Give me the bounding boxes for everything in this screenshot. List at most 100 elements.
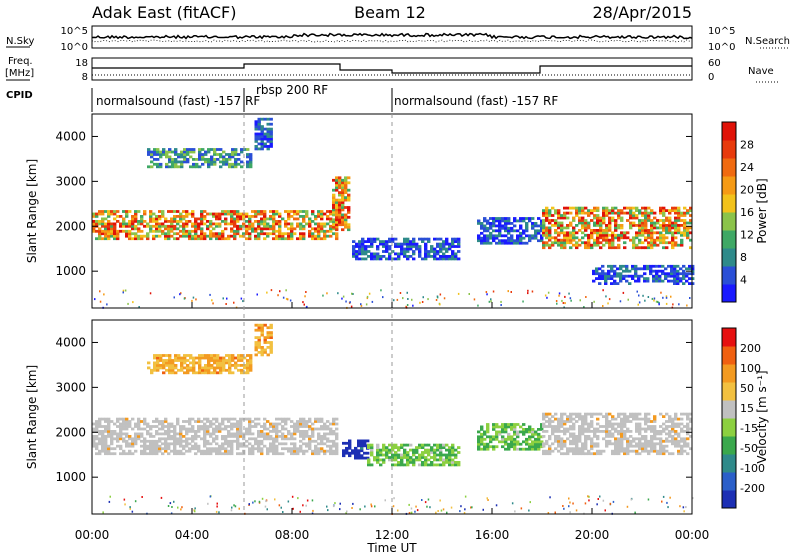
heatmap-cell bbox=[164, 417, 168, 421]
heatmap-cell bbox=[587, 241, 591, 245]
heatmap-cell bbox=[537, 224, 541, 228]
heatmap-cell bbox=[595, 272, 599, 276]
heatmap-cell bbox=[219, 361, 223, 365]
heatmap-cell bbox=[605, 439, 609, 443]
heatmap-cell bbox=[228, 162, 232, 166]
heatmap-cell bbox=[382, 242, 386, 246]
heatmap-cell bbox=[194, 217, 198, 221]
heatmap-cell bbox=[569, 447, 573, 451]
heatmap-cell bbox=[534, 445, 538, 449]
heatmap-cell bbox=[683, 444, 687, 448]
heatmap-cell bbox=[227, 442, 231, 446]
heatmap-cell bbox=[257, 125, 261, 128]
heatmap-cell bbox=[421, 443, 425, 447]
freq-label-2: [MHz] bbox=[5, 68, 34, 79]
heatmap-cell bbox=[436, 250, 440, 253]
heatmap-cell bbox=[256, 293, 258, 296]
heatmap-cell bbox=[686, 417, 690, 421]
heatmap-cell bbox=[150, 155, 154, 159]
heatmap-cell bbox=[424, 252, 428, 256]
heatmap-cell bbox=[665, 296, 668, 299]
heatmap-cell bbox=[480, 435, 484, 439]
heatmap-cell bbox=[504, 440, 508, 444]
colorbar-swatch bbox=[722, 436, 736, 455]
heatmap-cell bbox=[400, 250, 404, 253]
heatmap-cell bbox=[366, 439, 370, 443]
heatmap-cell bbox=[638, 231, 642, 235]
heatmap-cell bbox=[240, 354, 244, 357]
heatmap-cell bbox=[218, 212, 222, 216]
heatmap-cell bbox=[584, 435, 588, 438]
heatmap-cell bbox=[137, 437, 141, 441]
heatmap-cell bbox=[525, 222, 529, 225]
heatmap-cell bbox=[578, 211, 582, 215]
heatmap-cell bbox=[647, 243, 651, 247]
heatmap-cell bbox=[572, 233, 576, 237]
heatmap-cell bbox=[647, 427, 651, 431]
heatmap-cell bbox=[367, 446, 371, 449]
heatmap-cell bbox=[206, 420, 210, 423]
heatmap-cell bbox=[326, 420, 330, 423]
heatmap-cell bbox=[691, 277, 695, 280]
heatmap-cell bbox=[236, 430, 240, 433]
heatmap-cell bbox=[104, 420, 108, 423]
heatmap-cell bbox=[650, 233, 654, 237]
heatmap-cell bbox=[644, 427, 648, 431]
heatmap-cell bbox=[168, 158, 172, 161]
heatmap-cell bbox=[661, 272, 665, 276]
heatmap-cell bbox=[191, 224, 195, 228]
heatmap-cell bbox=[275, 222, 279, 226]
heatmap-cell bbox=[122, 210, 126, 213]
heatmap-cell bbox=[129, 506, 131, 509]
heatmap-cell bbox=[212, 417, 216, 421]
heatmap-cell bbox=[230, 217, 234, 221]
heatmap-cell bbox=[486, 222, 490, 225]
heatmap-cell bbox=[113, 229, 117, 233]
heatmap-cell bbox=[563, 206, 567, 210]
heatmap-cell bbox=[107, 224, 111, 228]
heatmap-cell bbox=[617, 226, 621, 230]
heatmap-cell bbox=[218, 449, 222, 453]
heatmap-cell bbox=[619, 272, 623, 276]
heatmap-cell bbox=[507, 222, 511, 225]
heatmap-cell bbox=[281, 437, 285, 441]
heatmap-cell bbox=[513, 447, 517, 451]
heatmap-cell bbox=[376, 456, 380, 459]
heatmap-cell bbox=[281, 217, 285, 221]
heatmap-cell bbox=[486, 447, 490, 451]
heatmap-cell bbox=[269, 333, 273, 337]
heatmap-cell bbox=[668, 425, 672, 428]
heatmap-cell bbox=[234, 361, 238, 365]
heatmap-cell bbox=[345, 441, 349, 445]
heatmap-cell bbox=[650, 221, 654, 225]
heatmap-cell bbox=[269, 323, 273, 327]
heatmap-cell bbox=[590, 452, 594, 456]
heatmap-cell bbox=[240, 368, 244, 372]
heatmap-cell bbox=[182, 427, 186, 431]
heatmap-cell bbox=[302, 435, 306, 438]
heatmap-cell bbox=[219, 160, 223, 164]
heatmap-cell bbox=[207, 359, 211, 362]
heatmap-cell bbox=[566, 206, 570, 210]
heatmap-cell bbox=[287, 232, 291, 236]
heatmap-cell bbox=[335, 178, 339, 182]
heatmap-cell bbox=[246, 368, 250, 372]
heatmap-cell bbox=[385, 245, 389, 248]
heatmap-cell bbox=[439, 458, 443, 462]
heatmap-cell bbox=[167, 422, 171, 426]
nsearch-label: N.Search bbox=[745, 36, 790, 47]
heatmap-cell bbox=[173, 296, 175, 299]
heatmap-cell bbox=[246, 359, 250, 362]
heatmap-cell bbox=[590, 236, 594, 240]
heatmap-cell bbox=[676, 282, 680, 285]
heatmap-cell bbox=[212, 302, 214, 305]
heatmap-cell bbox=[534, 447, 538, 451]
heatmap-cell bbox=[158, 427, 162, 431]
heatmap-cell bbox=[204, 354, 208, 357]
heatmap-cell bbox=[421, 499, 423, 501]
heatmap-cell bbox=[131, 417, 135, 421]
heatmap-cell bbox=[230, 425, 234, 428]
heatmap-cell bbox=[557, 211, 561, 215]
heatmap-cell bbox=[394, 463, 398, 467]
heatmap-cell bbox=[554, 425, 558, 428]
